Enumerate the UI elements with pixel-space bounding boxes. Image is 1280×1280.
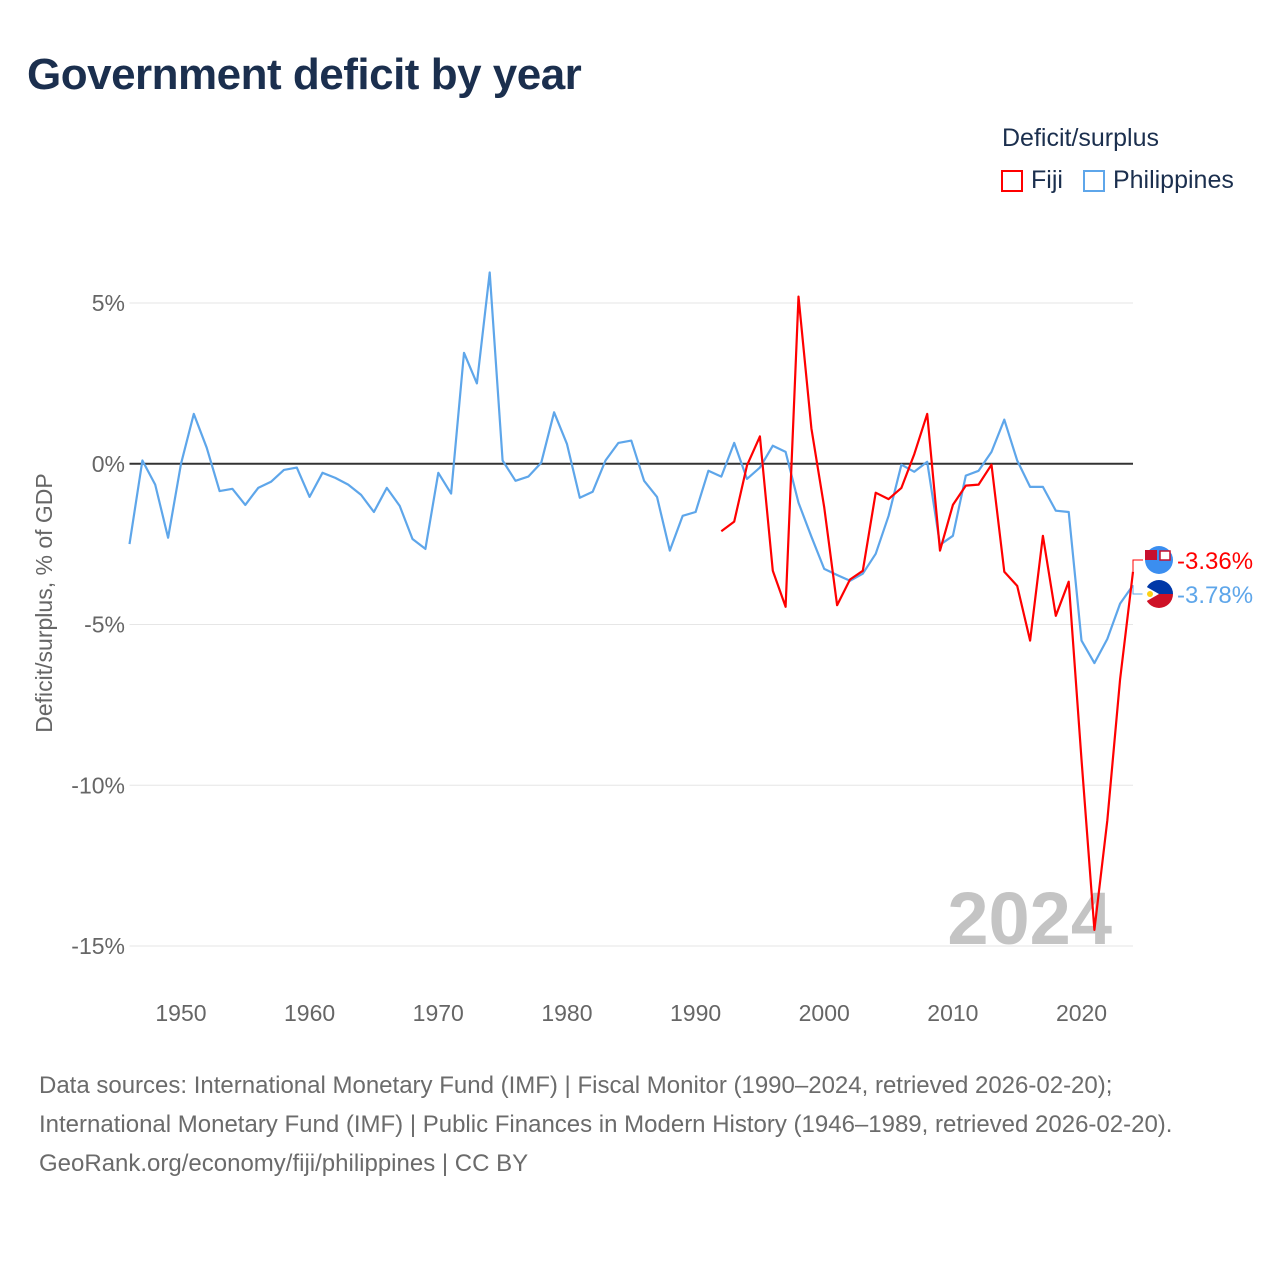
y-tick-label: -10%: [71, 772, 125, 798]
legend-item-philippines[interactable]: Philippines: [1082, 166, 1234, 195]
legend-swatch-philippines: [1082, 169, 1105, 192]
legend-swatch-fiji: [1001, 169, 1023, 192]
end-connector: [1132, 559, 1143, 572]
y-tick-label: -5%: [84, 612, 125, 638]
x-tick-label: 1990: [670, 1000, 721, 1026]
end-label-fiji: -3.36%: [1177, 548, 1253, 575]
y-tick-label: -15%: [71, 933, 125, 959]
y-tick-label: 5%: [92, 290, 125, 316]
fiji-flag-shield-icon: [1159, 550, 1171, 561]
fiji-flag-union-icon: [1145, 550, 1157, 560]
footer: Data sources: International Monetary Fun…: [39, 1066, 1239, 1183]
y-tick-label: 0%: [92, 451, 125, 477]
series-line-philippines[interactable]: [128, 271, 1134, 665]
chart-title: Government deficit by year: [27, 50, 582, 99]
legend-item-fiji[interactable]: Fiji: [1001, 166, 1063, 195]
x-tick-label: 1950: [155, 1000, 206, 1026]
x-tick-label: 1970: [413, 1000, 464, 1026]
end-connector: [1132, 585, 1143, 595]
series-line-fiji[interactable]: [720, 295, 1135, 931]
x-tick-label: 2000: [799, 1000, 850, 1026]
x-tick-label: 2010: [927, 1000, 978, 1026]
legend: Fiji Philippines: [1001, 166, 1254, 195]
x-tick-label: 1960: [284, 1000, 335, 1026]
end-label-philippines: -3.78%: [1177, 582, 1253, 609]
x-tick-label: 1980: [541, 1000, 592, 1026]
x-tick-label: 2020: [1056, 1000, 1107, 1026]
line-chart: 5% 0% -5% -10% -15% 1950 1960 1970 1980 1990 2000 2…: [31, 271, 1253, 1026]
data-sources: Data sources: International Monetary Fun…: [39, 1072, 1173, 1138]
credit-link[interactable]: GeoRank.org/economy/fiji/philippines | C…: [39, 1150, 529, 1177]
year-watermark: 2024: [947, 877, 1112, 960]
legend-title: Deficit/surplus: [1002, 124, 1159, 152]
legend-label-fiji: Fiji: [1031, 166, 1063, 194]
y-axis-label: Deficit/surplus, % of GDP: [31, 473, 57, 732]
philippines-sun-icon: [1147, 591, 1153, 597]
legend-label-philippines: Philippines: [1112, 166, 1234, 194]
